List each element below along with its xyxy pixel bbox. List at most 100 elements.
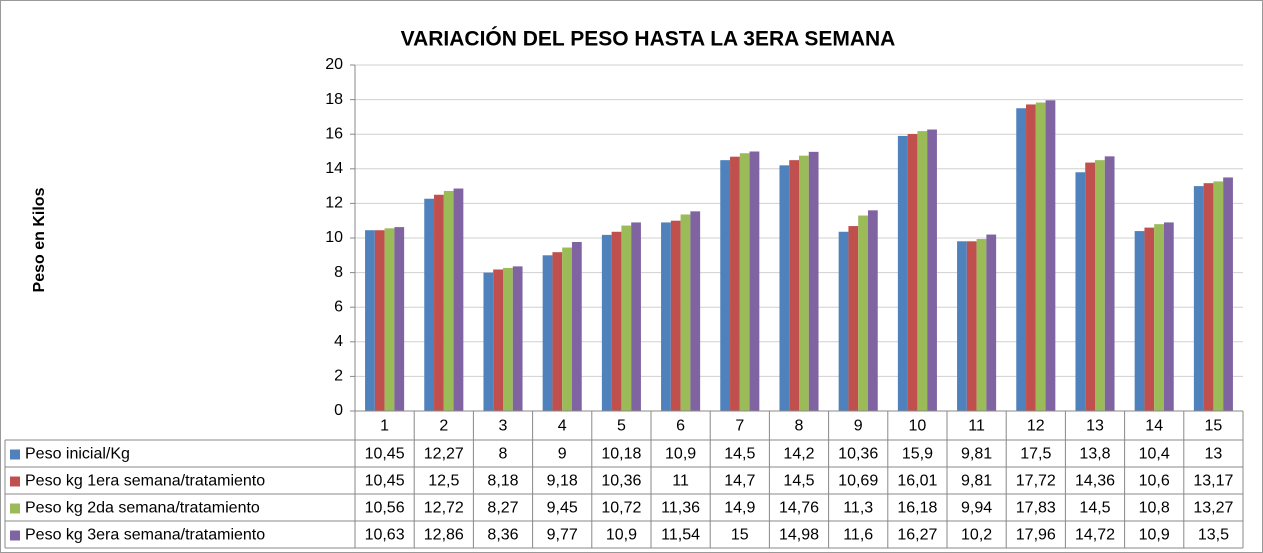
table-cell: 17,83: [1016, 500, 1056, 517]
x-tick-label: 4: [558, 418, 567, 435]
table-cell: 13: [1205, 446, 1223, 463]
table-cell: 14,98: [779, 527, 819, 544]
x-tick-label: 11: [968, 418, 985, 435]
x-tick-label: 10: [909, 418, 927, 435]
bar: [493, 269, 503, 411]
bar: [907, 134, 918, 412]
table-cell: 14,7: [724, 473, 755, 490]
bar: [739, 153, 750, 412]
legend-swatch: [10, 503, 20, 514]
table-cell: 11,54: [661, 527, 700, 544]
bar: [1104, 156, 1115, 411]
y-tick-label: 12: [325, 195, 343, 212]
table-cell: 8,36: [487, 527, 518, 544]
table-cell: 10,36: [838, 446, 878, 463]
y-tick-label: 4: [334, 333, 343, 350]
table-cell: 17,5: [1020, 446, 1051, 463]
y-tick-label: 6: [334, 298, 343, 315]
table-cell: 13,5: [1198, 527, 1229, 544]
chart-title: VARIACIÓN DEL PESO HASTA LA 3ERA SEMANA: [401, 27, 896, 51]
bar: [680, 214, 691, 411]
table-cell: 9,81: [961, 473, 992, 490]
legend-label: Peso kg 3era semana/tratamiento: [25, 527, 265, 544]
bar: [1134, 231, 1145, 411]
bar: [720, 160, 731, 411]
x-tick-label: 15: [1205, 418, 1223, 435]
bar: [365, 230, 375, 411]
table-cell: 8: [499, 446, 508, 463]
table-cell: 14,72: [1075, 527, 1115, 544]
legend-label: Peso kg 1era semana/tratamiento: [25, 473, 265, 490]
bar: [966, 241, 977, 411]
table-cell: 9,18: [547, 473, 578, 490]
bar: [434, 194, 444, 411]
table-cell: 9: [558, 446, 567, 463]
bar: [670, 220, 681, 411]
y-tick-label: 16: [325, 125, 343, 142]
bar: [631, 222, 641, 411]
x-tick-label: 9: [854, 418, 863, 435]
bar: [957, 241, 967, 411]
table-cell: 10,69: [838, 473, 878, 490]
bar: [601, 234, 612, 411]
bar: [1095, 160, 1105, 411]
bar: [1026, 104, 1036, 411]
table-cell: 14,76: [779, 500, 819, 517]
bar: [1075, 172, 1086, 411]
table-cell: 10,56: [365, 500, 405, 517]
bar: [779, 165, 790, 411]
table-cell: 10,36: [601, 473, 641, 490]
table-cell: 15,9: [902, 446, 933, 463]
table-cell: 14,5: [724, 446, 755, 463]
table-cell: 16,01: [897, 473, 937, 490]
table-cell: 15: [731, 527, 749, 544]
table-cell: 10,45: [365, 446, 405, 463]
bar: [986, 234, 997, 411]
table-cell: 14,36: [1075, 473, 1115, 490]
table-cell: 14,5: [1079, 500, 1110, 517]
bar: [1213, 181, 1224, 411]
table-cell: 17,72: [1016, 473, 1056, 490]
table-cell: 11: [672, 473, 689, 490]
table-cell: 14,9: [724, 500, 755, 517]
x-tick-label: 2: [439, 418, 448, 435]
bar: [897, 135, 908, 411]
table-cell: 11,36: [661, 500, 700, 517]
table-cell: 9,45: [547, 500, 578, 517]
table-cell: 16,27: [897, 527, 937, 544]
bar: [749, 151, 760, 411]
bar: [789, 160, 799, 411]
bar: [611, 231, 622, 411]
bar: [1163, 222, 1174, 411]
bar: [1193, 186, 1204, 411]
bar: [808, 151, 819, 411]
bar: [1144, 227, 1155, 411]
table-cell: 14,5: [783, 473, 814, 490]
legend-swatch: [10, 449, 20, 460]
y-tick-label: 14: [325, 160, 343, 177]
table-cell: 10,4: [1139, 446, 1170, 463]
y-tick-label: 8: [334, 264, 343, 281]
bar: [661, 222, 671, 411]
table-cell: 12,72: [424, 500, 464, 517]
y-tick-label: 10: [325, 229, 343, 246]
table-cell: 10,2: [961, 527, 992, 544]
table-cell: 10,9: [606, 527, 637, 544]
bar: [1035, 102, 1046, 411]
table-cell: 10,8: [1139, 500, 1170, 517]
table-cell: 9,81: [961, 446, 992, 463]
table-cell: 11,3: [843, 500, 873, 517]
bar: [690, 211, 701, 411]
bar: [394, 227, 405, 411]
table-cell: 10,63: [365, 527, 405, 544]
bar: [384, 228, 395, 411]
table-cell: 12,5: [428, 473, 459, 490]
table-cell: 10,9: [665, 446, 696, 463]
bar: [730, 156, 740, 411]
bar: [443, 190, 454, 411]
y-axis-label: Peso en Kilos: [31, 187, 48, 292]
bar: [562, 247, 572, 411]
legend-label: Peso inicial/Kg: [25, 446, 130, 463]
table-cell: 13,27: [1193, 500, 1233, 517]
legend-swatch: [10, 530, 20, 541]
